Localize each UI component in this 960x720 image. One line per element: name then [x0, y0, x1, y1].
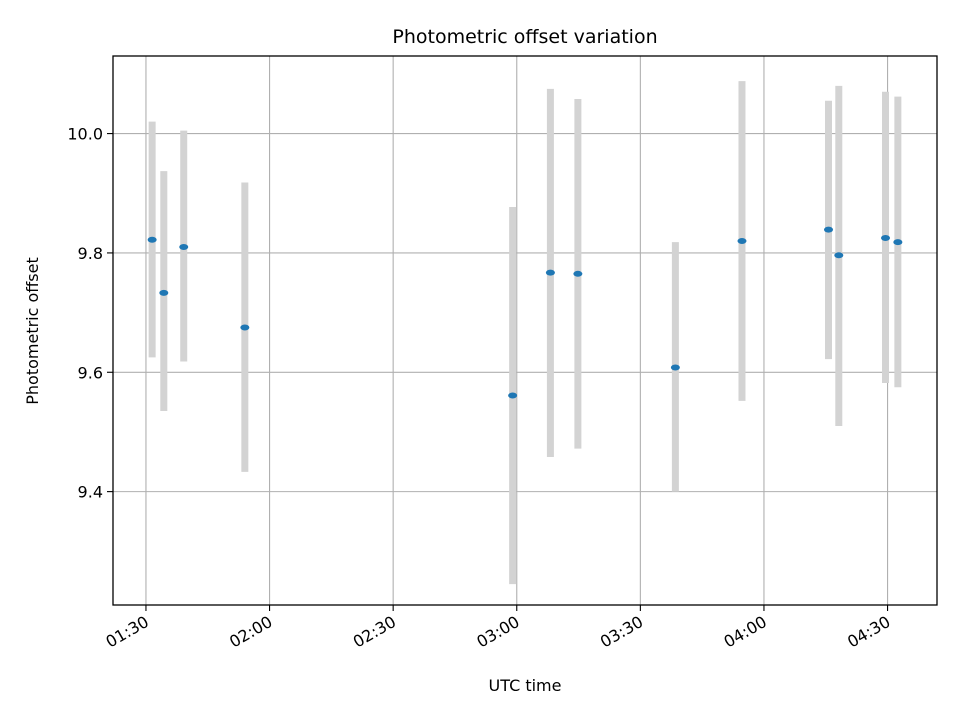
x-tick-label: 01:30	[103, 612, 152, 652]
x-tick-label: 04:30	[844, 612, 893, 652]
x-tick-label: 03:00	[473, 612, 522, 652]
errorbars	[148, 81, 902, 585]
y-tick-label: 9.8	[78, 244, 103, 263]
x-tick-label: 02:00	[226, 612, 275, 652]
y-tick-label: 9.6	[78, 363, 103, 382]
data-point	[834, 252, 844, 259]
data-point	[179, 243, 189, 250]
data-point	[159, 289, 169, 296]
y-tick-label: 10.0	[67, 125, 103, 144]
data-point	[737, 237, 747, 244]
data-point	[147, 236, 157, 243]
plot-frame	[112, 55, 938, 606]
y-tick-label: 9.4	[78, 483, 103, 502]
y-axis-label: Photometric offset	[23, 257, 42, 405]
x-tick-label: 03:30	[597, 612, 646, 652]
grid	[113, 56, 937, 605]
data-point	[670, 364, 680, 371]
data-points	[147, 226, 903, 399]
chart-title: Photometric offset variation	[392, 26, 657, 48]
data-point	[545, 269, 555, 276]
x-axis-ticks: 01:30 02:00 02:30 03:00 03:30 04:00 04:30	[103, 605, 894, 652]
data-point	[508, 392, 518, 399]
data-point	[893, 239, 903, 246]
x-axis-label: UTC time	[489, 676, 562, 695]
data-point	[240, 324, 250, 331]
data-point	[573, 270, 583, 277]
y-axis-ticks: 9.4 9.6 9.8 10.0	[67, 125, 113, 502]
data-point	[881, 235, 890, 242]
data-point	[824, 226, 834, 233]
x-tick-label: 04:00	[721, 612, 770, 652]
x-tick-label: 02:30	[350, 612, 399, 652]
